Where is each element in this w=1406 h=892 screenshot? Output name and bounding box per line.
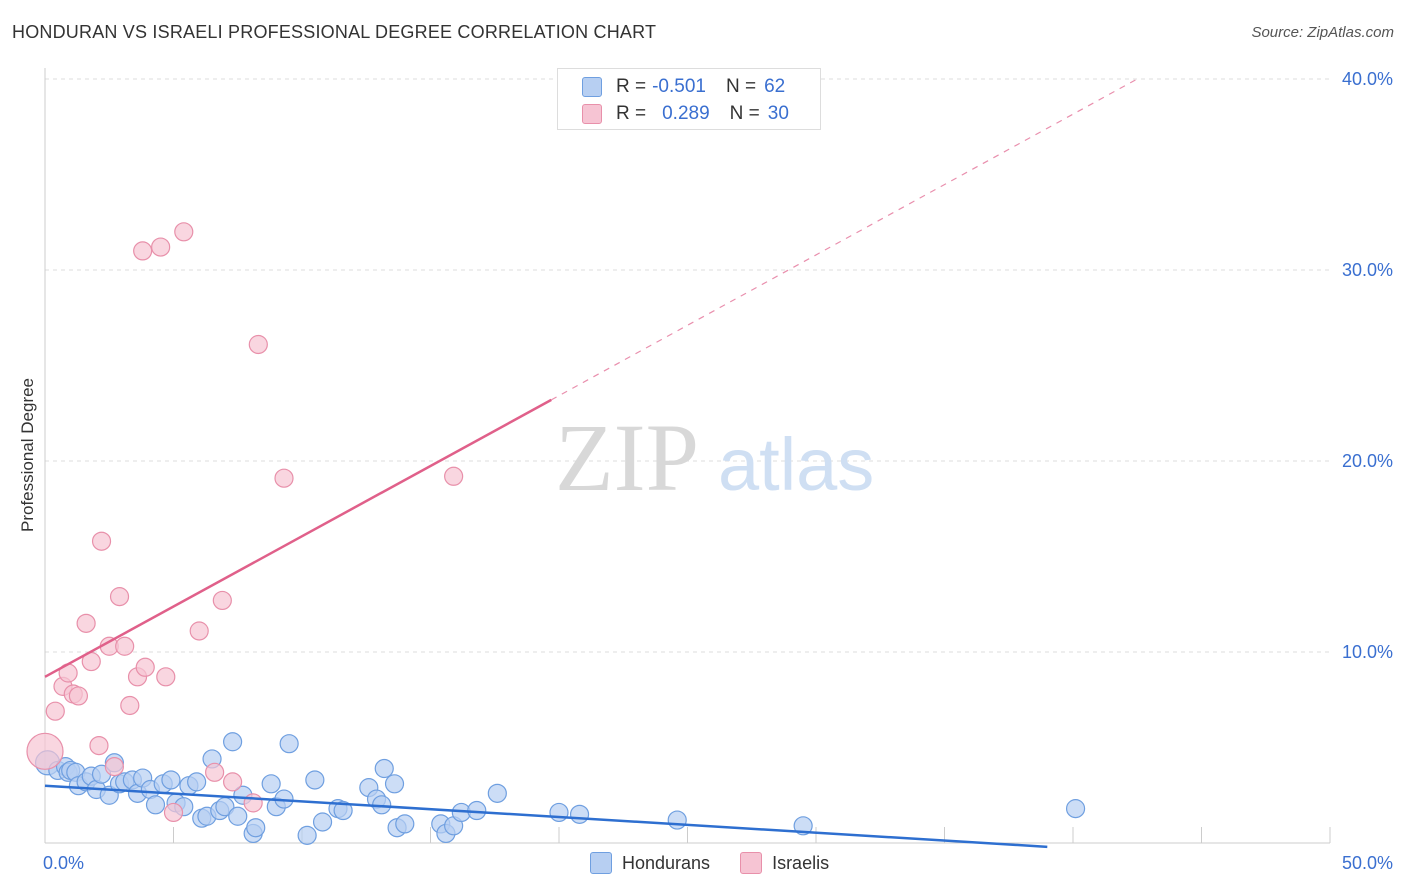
israelis-point (133, 241, 153, 261)
y-tick-label: 10.0% (1342, 642, 1393, 662)
watermark: ZIP atlas (555, 404, 874, 511)
hondurans-point (667, 810, 687, 830)
gridlines (45, 78, 1330, 653)
hondurans-point (312, 812, 333, 832)
x-tick-label: 0.0% (43, 853, 84, 873)
hondurans-trend-line (44, 784, 1048, 849)
stats-legend: R = -0.501 N = 62 R = 0.289 N = 30 (557, 68, 821, 130)
hondurans-point (384, 774, 405, 794)
israelis-point (274, 468, 294, 488)
data-points (26, 222, 1086, 845)
tick-labels: 10.0% 20.0% 30.0% 40.0% 0.0% 50.0% (43, 69, 1393, 873)
israelis-point (91, 531, 112, 551)
israelis-r-value: 0.289 (662, 103, 710, 124)
hondurans-point (374, 758, 394, 779)
israelis-point (26, 732, 64, 770)
israelis-point (76, 613, 96, 633)
axes (44, 68, 1331, 844)
hondurans-n-value: 62 (764, 76, 786, 97)
israelis-point (68, 686, 89, 706)
israelis-point (151, 237, 171, 257)
israelis-point (120, 695, 140, 716)
hondurans-swatch (582, 77, 602, 97)
hondurans-point (305, 770, 325, 790)
israelis-swatch (582, 104, 602, 124)
israelis-point (104, 756, 124, 777)
y-tick-label: 40.0% (1342, 69, 1393, 89)
hondurans-point (487, 783, 507, 803)
hondurans-point (395, 814, 415, 834)
hondurans-point (297, 825, 317, 845)
stats-legend-row-israelis: R = 0.289 N = 30 (582, 100, 789, 128)
hondurans-point (145, 795, 166, 815)
hondurans-point (228, 806, 248, 826)
israelis-point (444, 466, 464, 486)
trend-lines (44, 78, 1138, 849)
hondurans-point (549, 802, 569, 823)
legend-item-israelis: Israelis (740, 852, 829, 874)
israelis-trend-extension (551, 78, 1138, 401)
watermark-zip: ZIP (555, 404, 699, 511)
israelis-n-value: 30 (767, 103, 789, 124)
series-hondurans (34, 732, 1086, 845)
stats-legend-row-hondurans: R = -0.501 N = 62 (582, 73, 785, 101)
israelis-point (163, 802, 184, 823)
hondurans-point (261, 774, 281, 794)
israelis-point (89, 735, 109, 756)
legend-swatch-hondurans (590, 852, 612, 874)
israelis-point (109, 587, 130, 607)
series-legend: Hondurans Israelis (590, 852, 859, 874)
israelis-point (156, 667, 176, 687)
israelis-point (174, 222, 194, 242)
israelis-point (243, 793, 263, 813)
legend-label-hondurans: Hondurans (622, 852, 711, 873)
hondurans-point (161, 770, 181, 790)
series-israelis (26, 222, 464, 823)
israelis-point (189, 621, 209, 641)
hondurans-point (246, 818, 266, 838)
israelis-trend-line (44, 398, 552, 678)
hondurans-point (1065, 799, 1086, 819)
n-label: N = (725, 76, 757, 97)
x-tick-label: 50.0% (1342, 853, 1393, 873)
r-label: R = (616, 76, 647, 97)
israelis-point (212, 590, 232, 611)
israelis-point (45, 701, 65, 721)
hondurans-point (223, 732, 243, 752)
hondurans-point (279, 734, 299, 754)
hondurans-point (333, 800, 353, 821)
israelis-point (248, 334, 268, 355)
legend-item-hondurans: Hondurans (590, 852, 710, 874)
legend-label-israelis: Israelis (772, 852, 830, 873)
israelis-point (135, 657, 155, 677)
n-label: N = (729, 103, 760, 124)
israelis-point (205, 762, 225, 782)
hondurans-point (187, 772, 207, 792)
y-tick-label: 20.0% (1342, 451, 1393, 471)
israelis-point (115, 636, 135, 656)
hondurans-r-value: -0.501 (652, 76, 706, 97)
legend-swatch-israelis (740, 852, 763, 874)
hondurans-point (793, 816, 813, 836)
y-tick-label: 30.0% (1342, 260, 1393, 280)
source-label: Source: ZipAtlas.com (1251, 24, 1394, 41)
r-label: R = (616, 103, 647, 124)
hondurans-point (569, 804, 590, 824)
watermark-atlas: atlas (718, 423, 874, 506)
israelis-point (223, 772, 243, 792)
chart-title: HONDURAN VS ISRAELI PROFESSIONAL DEGREE … (12, 22, 657, 42)
